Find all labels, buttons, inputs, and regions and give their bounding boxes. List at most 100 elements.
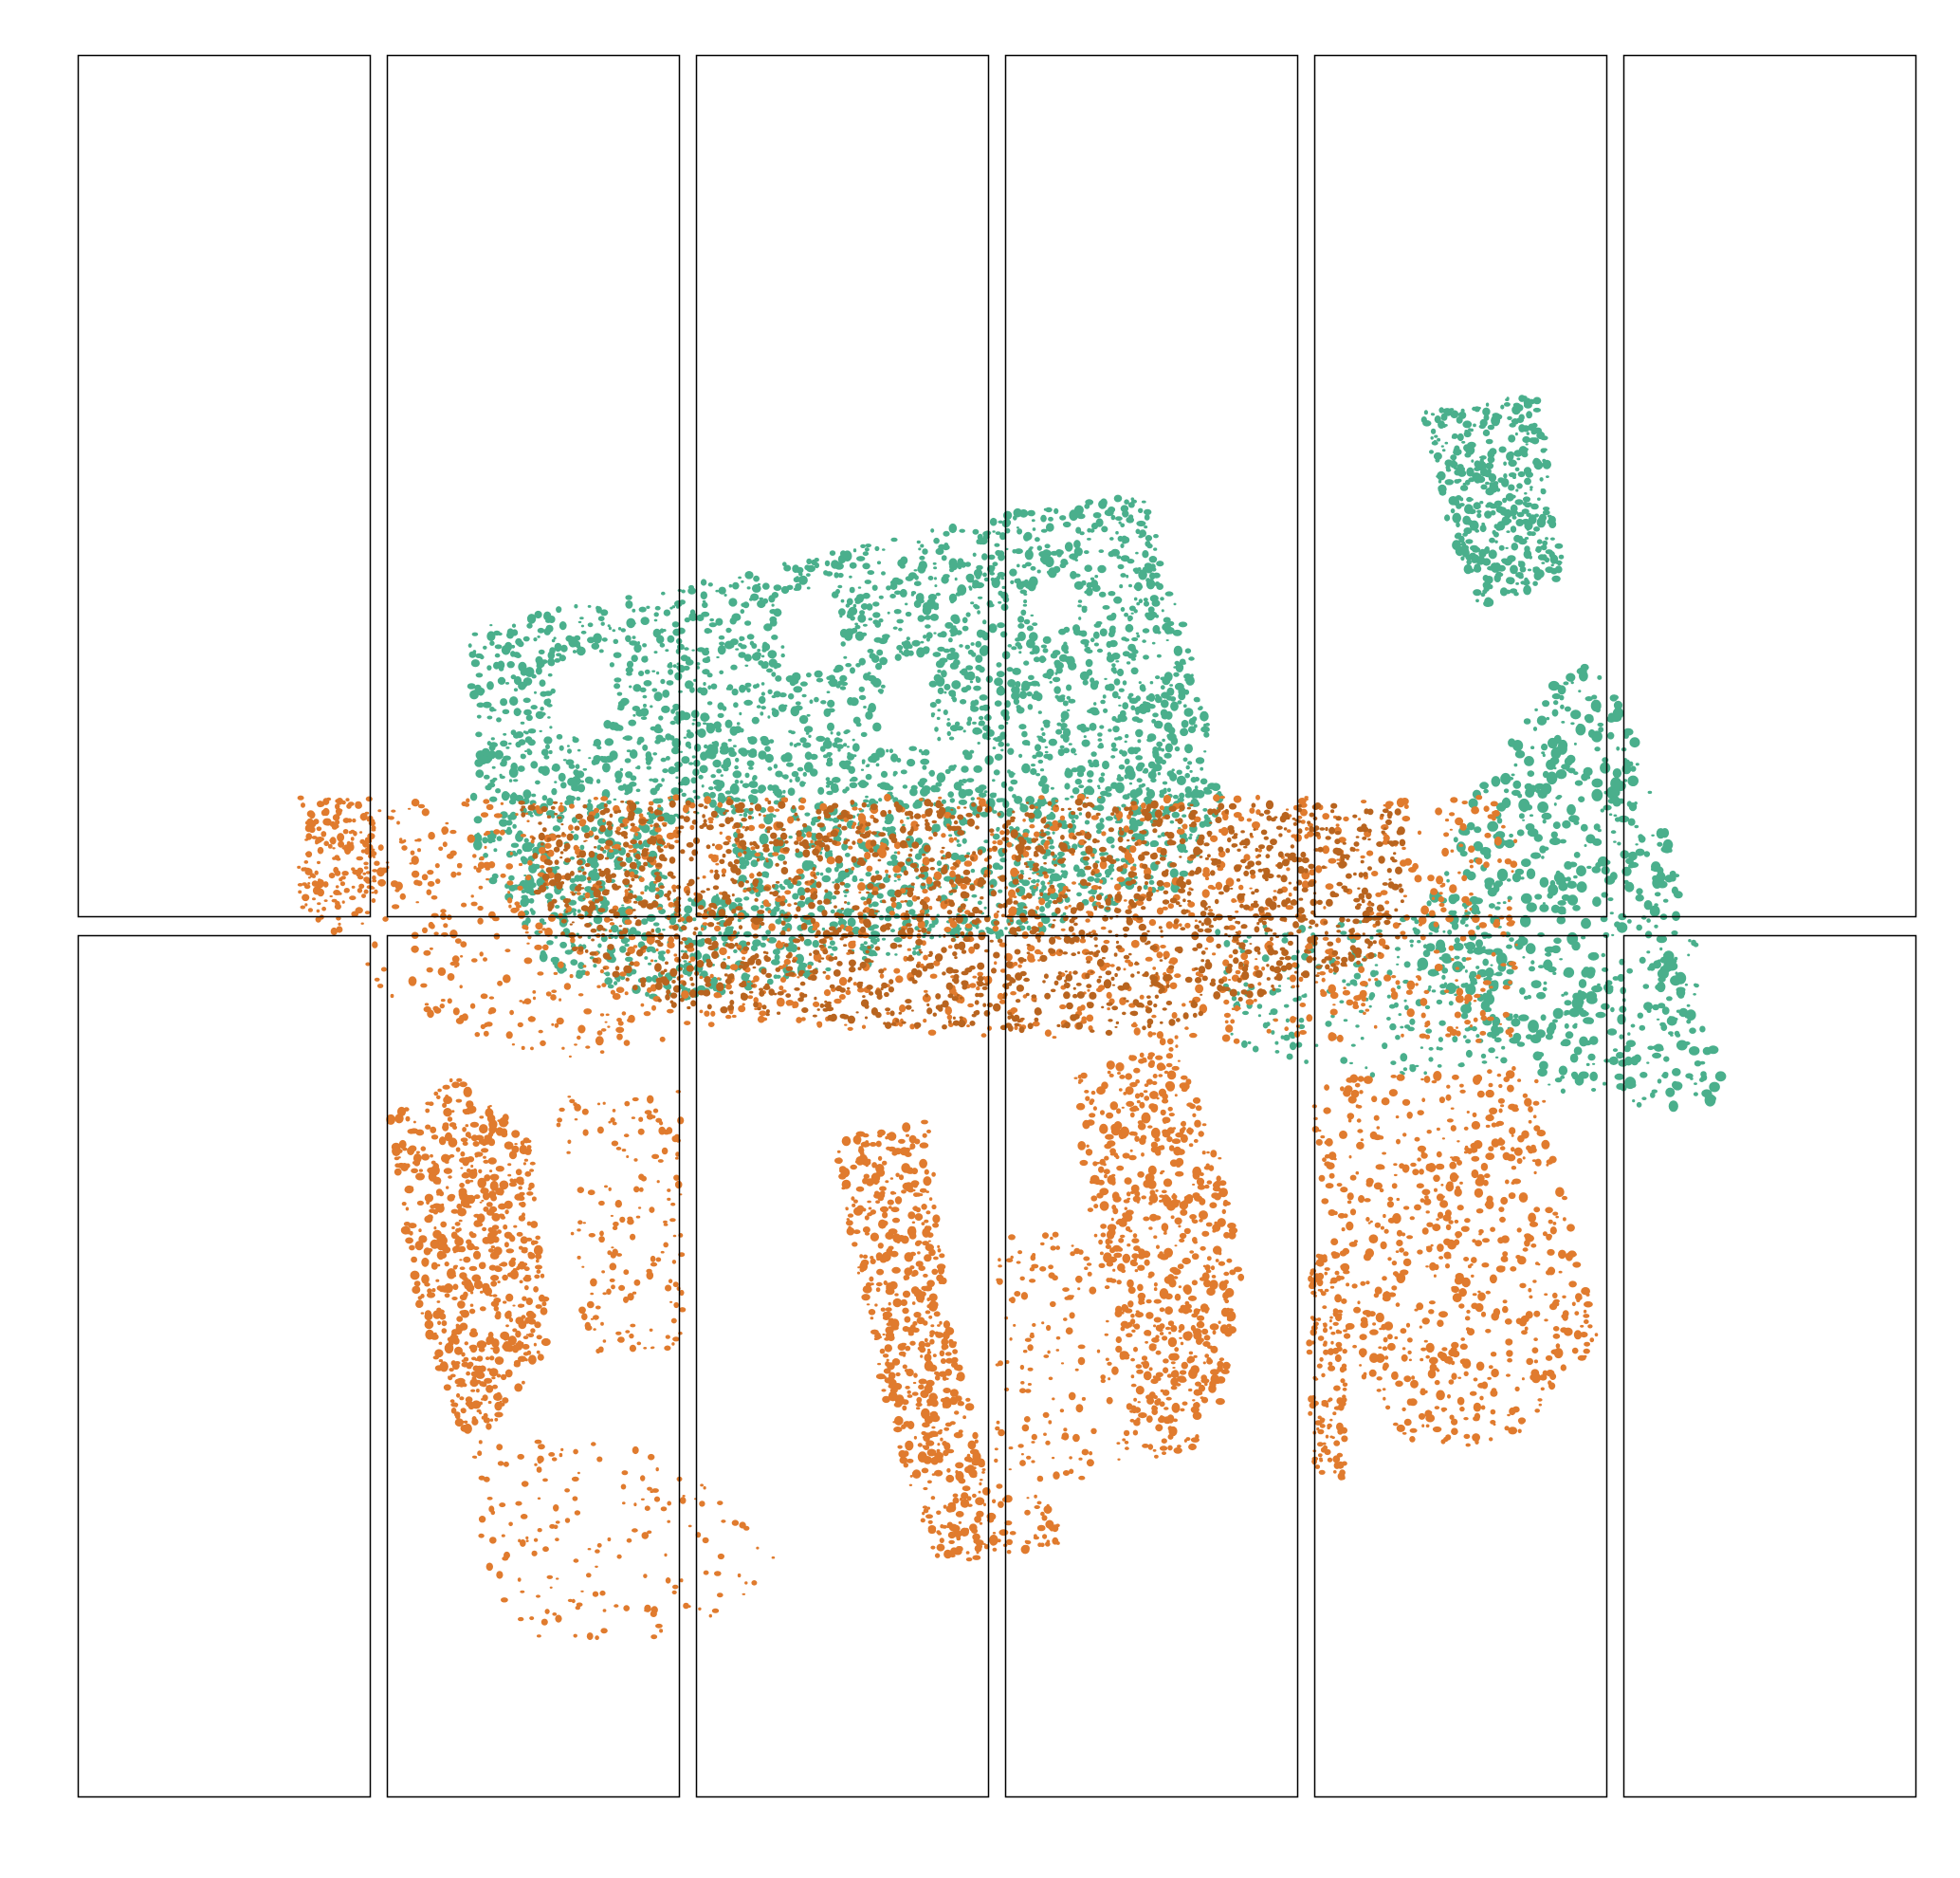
- green-cell: [498, 666, 504, 672]
- green-cell: [878, 914, 885, 921]
- green-cell: [796, 742, 801, 746]
- green-cell: [837, 918, 847, 927]
- green-cell: [1576, 865, 1586, 876]
- green-cell: [745, 573, 749, 577]
- green-cell: [1532, 566, 1536, 570]
- green-cell: [1166, 787, 1171, 793]
- green-cell: [1124, 612, 1129, 617]
- green-cell: [1505, 546, 1509, 550]
- green-cell: [1467, 948, 1475, 954]
- green-cell: [744, 772, 750, 779]
- green-cell: [927, 594, 938, 601]
- green-cell: [1542, 700, 1550, 708]
- green-cell: [1145, 695, 1151, 701]
- green-cell: [863, 941, 868, 945]
- green-cell: [1629, 737, 1640, 748]
- green-cell: [516, 709, 522, 714]
- green-cell: [1041, 656, 1047, 662]
- green-cell: [1651, 834, 1655, 837]
- green-cell: [1014, 796, 1023, 804]
- green-cell: [546, 940, 554, 946]
- green-cell: [852, 738, 855, 742]
- green-cell: [919, 555, 925, 561]
- green-cell: [1553, 700, 1559, 706]
- green-cell: [1446, 878, 1450, 883]
- green-cell: [1545, 952, 1552, 957]
- green-cell: [496, 717, 502, 723]
- green-cell: [1671, 930, 1678, 936]
- green-cell: [520, 856, 527, 862]
- green-cell: [970, 868, 976, 874]
- green-cell: [1553, 766, 1557, 770]
- green-cell: [1475, 910, 1481, 915]
- green-cell: [1147, 606, 1155, 614]
- green-cell: [825, 571, 833, 577]
- green-cell: [1536, 991, 1547, 1000]
- green-cell: [1011, 686, 1020, 694]
- green-cell: [1127, 653, 1137, 659]
- green-cell: [920, 640, 925, 644]
- green-cell: [1131, 636, 1139, 642]
- green-cell: [505, 828, 513, 836]
- green-cell: [798, 962, 808, 968]
- green-cell: [1051, 873, 1061, 882]
- green-cell: [1413, 929, 1420, 935]
- green-cell: [902, 784, 908, 789]
- green-cell: [948, 593, 958, 603]
- green-cell: [1458, 503, 1465, 507]
- green-cell: [970, 797, 975, 801]
- green-cell: [654, 784, 660, 792]
- orange-cell: [399, 893, 406, 900]
- green-cell: [1590, 992, 1596, 998]
- green-cell: [1584, 844, 1587, 847]
- green-cell: [804, 812, 811, 817]
- green-cell: [808, 734, 812, 738]
- green-cell: [775, 918, 782, 925]
- green-cell: [1094, 680, 1099, 686]
- green-cell: [780, 645, 785, 649]
- green-cell: [858, 686, 865, 692]
- green-cell: [1119, 709, 1127, 718]
- green-cell: [809, 699, 814, 704]
- green-cell: [569, 856, 576, 860]
- green-cell: [547, 672, 553, 677]
- green-cell: [516, 849, 522, 855]
- green-cell: [1133, 597, 1138, 601]
- green-cell: [535, 780, 540, 785]
- green-cell: [1178, 687, 1186, 696]
- green-cell: [1054, 661, 1064, 670]
- green-cell: [625, 595, 632, 600]
- green-cell: [1460, 983, 1468, 988]
- green-cell: [946, 722, 951, 727]
- green-cell: [1147, 704, 1156, 709]
- green-cell: [707, 685, 712, 690]
- green-cell: [1012, 668, 1021, 675]
- green-cell: [691, 649, 695, 652]
- green-cell: [1542, 458, 1547, 463]
- green-cell: [1486, 989, 1493, 997]
- green-cell: [1601, 1003, 1610, 1010]
- green-cell: [559, 967, 565, 972]
- green-cell: [1106, 654, 1115, 663]
- green-cell: [1120, 573, 1127, 578]
- green-cell: [1434, 415, 1441, 424]
- green-cell: [1053, 676, 1061, 683]
- green-cell: [1513, 763, 1518, 767]
- green-cell: [727, 738, 732, 742]
- green-cell: [547, 651, 556, 660]
- green-cell: [954, 577, 958, 581]
- green-cell: [1161, 747, 1164, 752]
- green-cell: [843, 655, 848, 659]
- green-cell: [870, 937, 877, 944]
- green-cell: [1494, 572, 1504, 578]
- green-cell: [1517, 936, 1529, 947]
- green-cell: [764, 646, 768, 651]
- green-cell: [1150, 778, 1157, 783]
- green-cell: [1537, 497, 1541, 501]
- green-cell: [850, 667, 855, 674]
- green-cell: [1496, 1026, 1504, 1034]
- green-cell: [870, 679, 878, 685]
- green-cell: [467, 683, 476, 690]
- green-cell: [1030, 680, 1040, 687]
- green-cell: [1547, 764, 1551, 769]
